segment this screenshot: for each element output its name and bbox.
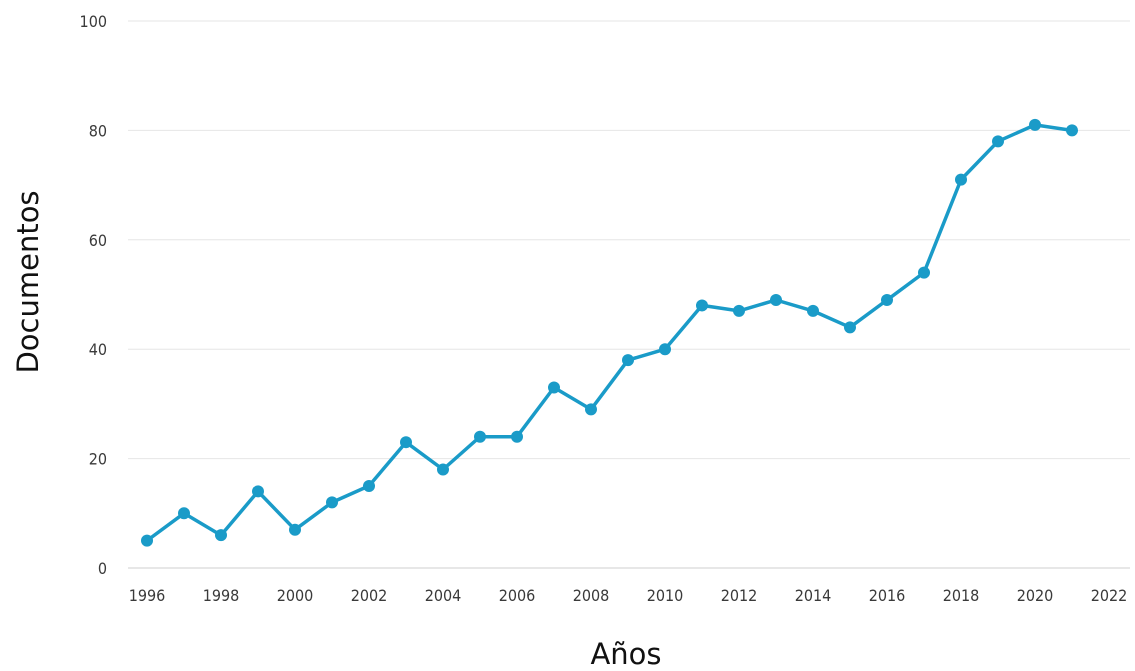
data-point xyxy=(548,381,560,394)
gridlines xyxy=(128,20,1130,460)
series-line xyxy=(145,123,1074,543)
data-point xyxy=(918,266,930,279)
data-point xyxy=(770,293,782,306)
x-tick-label: 2010 xyxy=(647,586,684,605)
data-point xyxy=(585,403,597,416)
data-point xyxy=(252,485,264,498)
x-tick-label: 1996 xyxy=(129,586,166,605)
data-point xyxy=(733,304,745,317)
data-point xyxy=(215,529,227,542)
data-point xyxy=(474,430,486,443)
y-tick-labels: 0 20 40 60 80 100 xyxy=(80,12,107,578)
data-point xyxy=(1066,124,1078,137)
x-tick-label: 2020 xyxy=(1017,586,1054,605)
x-tick-label: 2016 xyxy=(869,586,906,605)
data-point xyxy=(659,343,671,356)
data-point xyxy=(807,304,819,317)
x-tick-labels: 1996 1998 2000 2002 2004 2006 2008 2010 2012 2014… xyxy=(129,586,1128,605)
y-tick-label: 60 xyxy=(89,231,107,250)
data-point xyxy=(1029,118,1041,131)
x-tick-label: 2000 xyxy=(277,586,314,605)
data-points xyxy=(141,118,1078,547)
x-tick-label: 2002 xyxy=(351,586,388,605)
data-point xyxy=(511,430,523,443)
data-point xyxy=(696,299,708,312)
x-tick-label: 2018 xyxy=(943,586,980,605)
data-point xyxy=(363,479,375,492)
data-point xyxy=(178,507,190,520)
y-tick-label: 0 xyxy=(98,559,107,578)
data-point xyxy=(992,135,1004,148)
data-point xyxy=(141,534,153,547)
data-point xyxy=(400,436,412,449)
data-point xyxy=(326,496,338,509)
y-tick-label: 40 xyxy=(89,340,107,359)
x-tick-label: 2012 xyxy=(721,586,758,605)
y-axis-title: Documentos xyxy=(11,190,45,373)
x-axis-title: Años xyxy=(590,637,661,671)
data-point xyxy=(844,321,856,334)
x-tick-label: 2006 xyxy=(499,586,536,605)
x-tick-label: 2004 xyxy=(425,586,462,605)
data-point xyxy=(955,173,967,186)
x-tick-label: 2008 xyxy=(573,586,610,605)
data-point xyxy=(622,354,634,367)
x-tick-label: 1998 xyxy=(203,586,240,605)
data-point xyxy=(437,463,449,476)
data-point xyxy=(881,293,893,306)
y-tick-label: 100 xyxy=(80,12,107,31)
x-tick-label: 2022 xyxy=(1091,586,1128,605)
y-tick-label: 80 xyxy=(89,121,107,140)
x-tick-label: 2014 xyxy=(795,586,832,605)
y-tick-label: 20 xyxy=(89,450,107,469)
data-point xyxy=(289,523,301,536)
